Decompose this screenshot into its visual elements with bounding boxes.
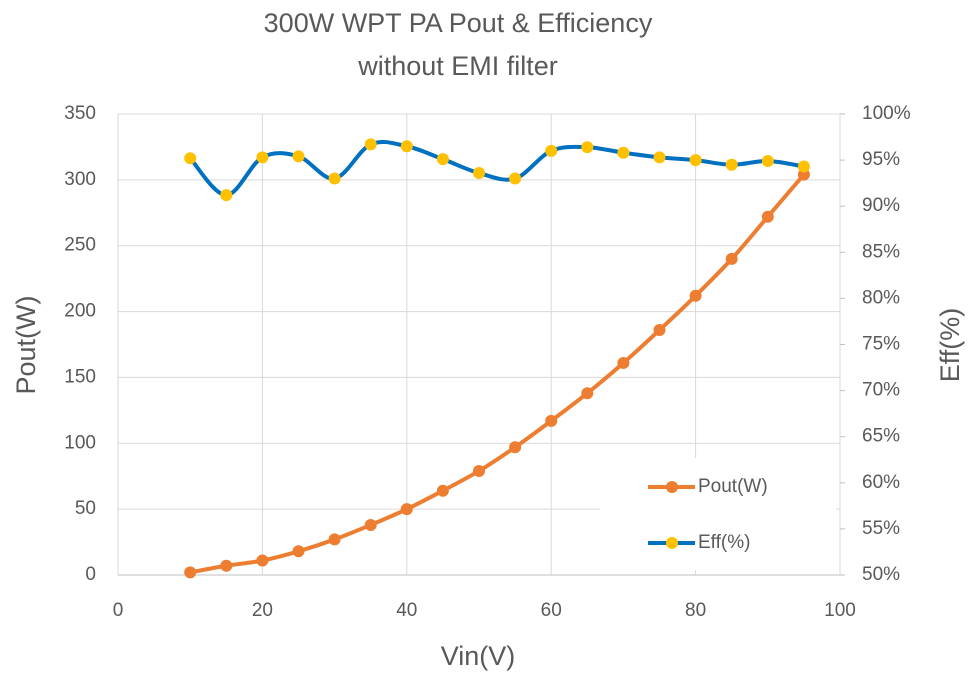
data-point [617, 356, 630, 369]
data-point [292, 545, 305, 558]
data-point [581, 141, 594, 154]
data-point [581, 387, 594, 400]
y-tick-label: 150 [64, 366, 96, 387]
chart-title: 300W WPT PA Pout & Efficiency [264, 8, 653, 38]
x-tick-label: 20 [252, 600, 273, 621]
data-point [545, 414, 558, 427]
data-point [436, 153, 449, 166]
x-tick-label: 40 [396, 600, 417, 621]
y2-tick-label: 65% [862, 426, 900, 447]
y-tick-label: 250 [64, 235, 96, 256]
legend-marker [666, 537, 678, 549]
y-tick-label: 0 [85, 564, 96, 585]
data-point [220, 189, 233, 202]
data-point [761, 155, 774, 168]
data-point [256, 151, 269, 164]
data-point [184, 152, 197, 165]
y2-tick-label: 60% [862, 472, 900, 493]
data-point [256, 554, 269, 567]
data-point [689, 289, 702, 302]
chart-title: without EMI filter [357, 51, 558, 81]
data-point [436, 484, 449, 497]
data-point [617, 146, 630, 159]
x-tick-label: 0 [113, 600, 124, 621]
data-point [725, 158, 738, 171]
y-tick-label: 350 [64, 103, 96, 124]
data-point [364, 138, 377, 151]
data-point [364, 518, 377, 531]
data-point [328, 172, 341, 185]
data-point [400, 503, 413, 516]
y2-tick-label: 75% [862, 334, 900, 355]
y2-tick-label: 50% [862, 564, 900, 585]
y-axis-label: Pout(W) [11, 295, 41, 394]
data-point [689, 154, 702, 167]
data-point [653, 151, 666, 164]
y2-tick-label: 100% [862, 103, 911, 124]
y-tick-label: 300 [64, 169, 96, 190]
y2-tick-label: 85% [862, 241, 900, 262]
legend-label: Eff(%) [698, 532, 750, 553]
x-tick-label: 80 [685, 600, 706, 621]
y2-tick-label: 55% [862, 518, 900, 539]
data-point [545, 144, 558, 157]
y2-axis-label: Eff(%) [935, 308, 965, 383]
data-point [473, 464, 485, 477]
y2-tick-label: 70% [862, 380, 900, 401]
data-point [328, 533, 341, 546]
y2-tick-label: 95% [862, 149, 900, 170]
data-point [509, 441, 522, 454]
data-point [292, 150, 305, 163]
data-point [509, 172, 522, 185]
data-point [220, 559, 233, 572]
legend-label: Pout(W) [698, 476, 768, 497]
x-axis-label: Vin(V) [441, 641, 516, 671]
y-tick-label: 100 [64, 432, 96, 453]
series-line [188, 139, 805, 198]
y-tick-label: 50 [75, 498, 96, 519]
data-point [473, 167, 485, 180]
y2-tick-label: 80% [862, 287, 900, 308]
x-tick-label: 60 [541, 600, 562, 621]
legend-box [600, 458, 836, 570]
data-point [400, 140, 413, 153]
legend-marker [666, 481, 678, 493]
y-tick-label: 200 [64, 301, 96, 322]
y2-tick-label: 90% [862, 195, 900, 216]
data-point [653, 324, 666, 337]
data-point [725, 252, 738, 265]
data-point [761, 210, 774, 223]
data-point [797, 160, 810, 173]
data-point [184, 566, 197, 579]
x-tick-label: 100 [824, 600, 856, 621]
